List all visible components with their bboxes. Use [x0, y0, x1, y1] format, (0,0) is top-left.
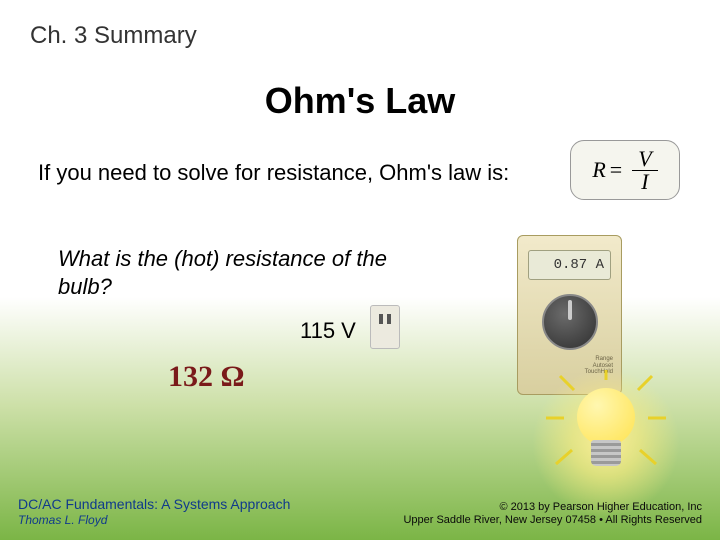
slide: Ch. 3 Summary Ohm's Law If you need to s… — [0, 0, 720, 540]
footer-copyright-1: © 2013 by Pearson Higher Education, Inc — [403, 501, 702, 515]
footer-bar: DC/AC Fundamentals: A Systems Approach T… — [0, 485, 720, 540]
bulb-base-icon — [591, 440, 621, 466]
footer-author: Thomas L. Floyd — [18, 513, 290, 528]
light-bulb-icon — [546, 370, 666, 500]
given-voltage: 115 V — [300, 318, 356, 344]
bulb-glass-icon — [577, 388, 635, 446]
formula-lhs: R — [592, 157, 605, 183]
question-text: What is the (hot) resistance of the bulb… — [58, 245, 418, 300]
formula-denominator: I — [635, 171, 654, 193]
footer-copyright-2: Upper Saddle River, New Jersey 07458 • A… — [403, 514, 702, 528]
formula-eq: = — [610, 157, 622, 183]
chapter-label: Ch. 3 Summary — [30, 22, 197, 50]
formula-fraction: V I — [632, 148, 657, 193]
footer-book-title: DC/AC Fundamentals: A Systems Approach — [18, 496, 290, 514]
footer-right: © 2013 by Pearson Higher Education, Inc … — [403, 501, 702, 529]
wall-outlet-icon — [370, 305, 400, 349]
multimeter-reading: 0.87 A — [528, 250, 611, 280]
formula-numerator: V — [632, 148, 657, 171]
answer-value: 132 Ω — [168, 360, 245, 394]
body-text: If you need to solve for resistance, Ohm… — [38, 160, 509, 186]
footer-left: DC/AC Fundamentals: A Systems Approach T… — [18, 496, 290, 529]
page-title: Ohm's Law — [0, 80, 720, 122]
formula-box: R = V I — [570, 140, 680, 200]
multimeter-dial-icon — [542, 294, 598, 350]
